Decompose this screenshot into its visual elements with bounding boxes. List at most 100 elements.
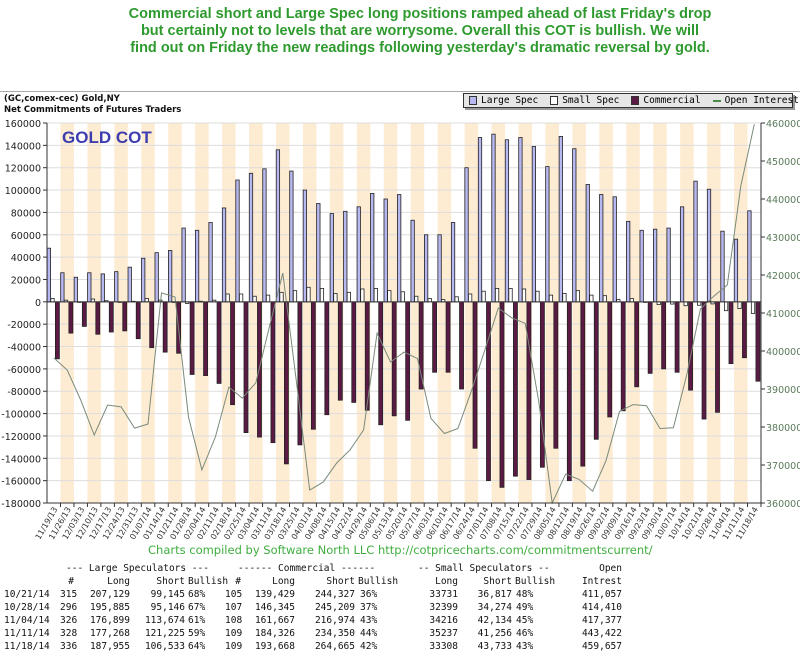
table-cell: 245,209 xyxy=(314,602,355,613)
headline-line: find out on Friday the new readings foll… xyxy=(130,40,710,56)
table-cell: Bullish xyxy=(358,576,399,587)
y-tick-label: 120000 xyxy=(5,164,41,175)
commercial-swatch-icon xyxy=(631,96,640,105)
week-band xyxy=(437,123,452,503)
credit-text: Charts compiled by Software North LLC ht… xyxy=(148,543,653,557)
commercial-bar xyxy=(68,301,74,334)
table-cell: 43% xyxy=(360,615,378,626)
y2-tick-label: 400000 xyxy=(766,347,800,358)
small-spec-bar xyxy=(306,286,311,303)
small-spec-bar xyxy=(737,301,742,309)
table-cell: 443,422 xyxy=(581,628,622,639)
y-tick-label: -80000 xyxy=(7,387,41,398)
small-spec-bar xyxy=(360,288,365,303)
table-cell: 459,657 xyxy=(581,641,622,652)
table-cell: 176,899 xyxy=(89,615,130,626)
y-tick-label: -100000 xyxy=(1,410,41,421)
table-cell: 10/21/14 xyxy=(4,589,50,600)
small-spec-bar xyxy=(562,293,567,303)
commercial-bar xyxy=(647,301,653,374)
table-cell: 108 xyxy=(225,615,243,626)
table-cell: 336 xyxy=(60,641,78,652)
commercial-bar xyxy=(499,301,505,488)
small-spec-bar xyxy=(373,288,378,303)
small-spec-bar xyxy=(508,288,513,303)
commercial-bar xyxy=(149,301,155,349)
commercial-bar xyxy=(81,301,87,327)
commercial-bar xyxy=(728,301,734,365)
small-spec-bar xyxy=(454,296,459,303)
table-cell: 36% xyxy=(360,589,378,600)
legend-open-interest: Open Interest xyxy=(712,94,799,107)
chart-title: GOLD COT xyxy=(62,128,152,147)
commercial-bar xyxy=(135,301,141,340)
table-cell: 64% xyxy=(188,641,206,652)
table-row: 11/18/14 336 187,955 106,533 64% 109 193,668 26… xyxy=(0,641,800,654)
table-cell: 43,733 xyxy=(477,641,512,652)
small-spec-bar xyxy=(548,294,554,303)
table-cell: 113,674 xyxy=(144,615,185,626)
small-spec-bar xyxy=(279,291,284,303)
large-spec-bar xyxy=(585,184,590,303)
small-spec-bar xyxy=(50,298,55,303)
table-cell: 35237 xyxy=(429,628,458,639)
legend-label: Large Spec xyxy=(481,95,539,106)
week-band xyxy=(410,123,425,503)
large-spec-bar xyxy=(168,250,173,303)
commercial-bar xyxy=(216,301,222,384)
week-band xyxy=(195,123,209,503)
table-cell: 234,350 xyxy=(314,628,355,639)
table-group-header: --- Large Speculators --- ------ Commerci… xyxy=(0,563,800,576)
commercial-bar xyxy=(701,301,707,420)
table-cell: 417,377 xyxy=(581,615,622,626)
table-cell: 184,326 xyxy=(254,628,295,639)
table-row: 11/04/14 326 176,899 113,674 61% 108 161,667 21… xyxy=(0,615,800,628)
commercial-bar xyxy=(351,301,357,403)
y-tick-label: 80000 xyxy=(11,208,41,219)
chart-subtitle: (GC,comex-cec) Gold,NY Net Commitments o… xyxy=(4,94,181,116)
table-cell: 37% xyxy=(360,602,378,613)
small-spec-bar xyxy=(292,290,298,303)
table-cell: 32399 xyxy=(429,602,458,613)
table-cell: 315 xyxy=(60,589,78,600)
commercial-bar xyxy=(607,301,613,418)
table-cell: 34216 xyxy=(429,615,458,626)
table-cell: 42,134 xyxy=(477,615,512,626)
table-cell: 177,268 xyxy=(89,628,130,639)
large-spec-bar xyxy=(194,229,200,303)
small-spec-bar xyxy=(239,293,244,303)
small-spec-bar xyxy=(468,293,473,303)
table-cell: --- Large Speculators --- xyxy=(66,563,209,574)
table-cell: # xyxy=(68,576,74,587)
large-spec-bar xyxy=(235,179,240,303)
table-cell: Long xyxy=(272,576,295,587)
commercial-bar xyxy=(553,301,559,449)
table-cell: 244,327 xyxy=(314,589,355,600)
y-tick-label: -20000 xyxy=(7,320,41,331)
large-spec-bar xyxy=(208,222,213,303)
large-spec-bar xyxy=(558,136,563,303)
table-cell: 139,429 xyxy=(254,589,295,600)
large-spec-bar xyxy=(693,180,698,303)
market-name: (GC,comex-cec) Gold,NY xyxy=(4,94,120,104)
open-interest-line xyxy=(53,124,755,505)
small-spec-bar xyxy=(387,290,392,303)
commercial-bar xyxy=(95,301,101,335)
y-tick-label: -120000 xyxy=(1,432,41,443)
y2-tick-label: 390000 xyxy=(766,385,800,396)
small-spec-bar xyxy=(697,301,702,306)
y-tick-label: -180000 xyxy=(1,499,41,510)
y2-tick-label: 420000 xyxy=(766,271,800,282)
headline: Commercial short and Large Spec long pos… xyxy=(20,6,800,57)
commercial-bar xyxy=(593,301,599,440)
large-spec-bar xyxy=(356,206,361,303)
small-spec-bar xyxy=(521,288,527,303)
y-tick-label: 60000 xyxy=(11,231,41,242)
table-cell: 33731 xyxy=(429,589,458,600)
large-spec-bar xyxy=(639,229,644,303)
small-spec-bar xyxy=(252,295,257,303)
commercial-bar xyxy=(203,301,208,376)
large-spec-bar xyxy=(531,146,536,303)
y2-tick-label: 380000 xyxy=(766,423,800,434)
table-cell: Long xyxy=(107,576,130,587)
